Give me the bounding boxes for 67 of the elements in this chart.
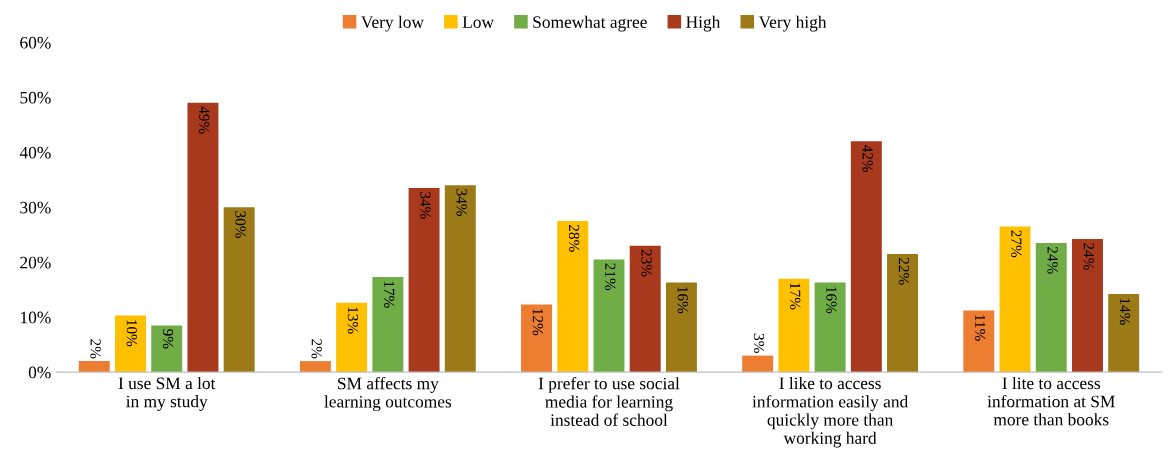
- bar: [408, 188, 440, 373]
- data-label: 23%: [641, 249, 652, 277]
- x-tick-label: I lite to access information at SM more than books: [987, 376, 1115, 426]
- bar: [78, 361, 110, 373]
- bar: [850, 141, 882, 373]
- bar: [742, 355, 774, 373]
- bar: [593, 259, 625, 373]
- bar: [629, 245, 661, 373]
- x-tick-label: SM affects my learning outcomes: [324, 376, 452, 412]
- data-label: 21%: [605, 263, 616, 291]
- y-tick-label: 50%: [20, 91, 51, 104]
- bar: [557, 220, 589, 373]
- data-label: 16%: [677, 287, 688, 314]
- y-tick-label: 60%: [20, 36, 51, 49]
- legend-label: Very high: [758, 15, 827, 32]
- legend-label: High: [686, 15, 721, 32]
- x-tick-label: I use SM a lot in my study: [118, 376, 216, 411]
- data-label: 3%: [753, 333, 765, 353]
- bar: [1035, 242, 1067, 373]
- bar: [372, 277, 404, 373]
- bar: [999, 226, 1031, 373]
- data-label: 13%: [347, 307, 359, 334]
- bar: [1108, 294, 1140, 373]
- y-tick-label: 30%: [20, 201, 51, 214]
- y-tick-label: 20%: [20, 256, 51, 269]
- y-tick-label: 0%: [28, 366, 51, 379]
- data-label: 14%: [1119, 298, 1131, 325]
- bar: [521, 304, 553, 373]
- legend-label: Somewhat agree: [533, 15, 647, 32]
- data-label: 30%: [235, 211, 246, 239]
- bar: [115, 315, 146, 373]
- data-label: 27%: [1011, 230, 1022, 258]
- data-label: 22%: [898, 257, 910, 285]
- bar: [187, 102, 219, 373]
- data-label: 24%: [1083, 243, 1094, 270]
- legend-label: Low: [462, 16, 494, 28]
- bar: [814, 282, 846, 373]
- data-label: 12%: [532, 309, 544, 336]
- bar: [963, 310, 995, 373]
- bar: [336, 302, 368, 373]
- bar: [778, 278, 810, 373]
- x-tick-label: I like to access information easily and quickly more than working hard: [752, 376, 909, 448]
- data-label: 24%: [1047, 246, 1058, 274]
- data-label: 2%: [311, 339, 322, 359]
- bar: [665, 282, 697, 373]
- data-label: 11%: [974, 315, 986, 341]
- data-label: 49%: [199, 106, 210, 134]
- data-label: 16%: [826, 287, 837, 314]
- data-label: 17%: [383, 281, 395, 308]
- data-label: 34%: [420, 192, 431, 219]
- data-label: 10%: [126, 320, 137, 347]
- bar: [1071, 239, 1103, 373]
- legend-label: Very low: [361, 15, 424, 32]
- bar: [151, 325, 183, 373]
- data-label: 9%: [162, 329, 174, 349]
- data-label: 28%: [568, 224, 580, 252]
- y-tick-label: 10%: [21, 311, 51, 324]
- bar: [223, 207, 255, 373]
- bar: [887, 253, 919, 373]
- bar: [444, 185, 476, 373]
- data-label: 2%: [90, 339, 101, 359]
- data-label: 17%: [790, 283, 801, 310]
- x-tick-label: I prefer to use social media for learning instead of school: [538, 376, 680, 426]
- data-label: 34%: [456, 189, 467, 217]
- bar: [299, 361, 331, 373]
- data-label: 42%: [862, 144, 873, 173]
- y-tick-label: 40%: [19, 146, 51, 159]
